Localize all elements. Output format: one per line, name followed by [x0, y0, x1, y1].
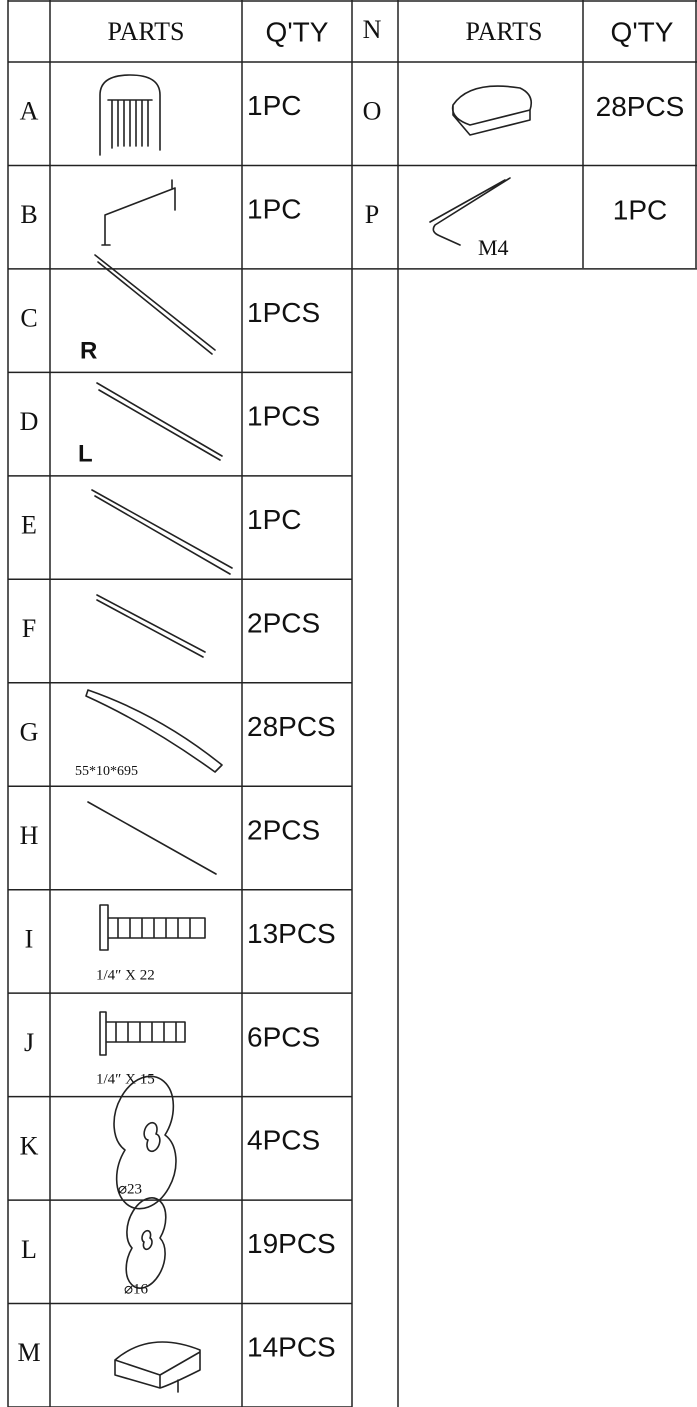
header-text: PARTS [108, 17, 185, 46]
part-note: 1/4″ X 22 [96, 967, 155, 983]
part-qty: 2PCS [247, 814, 320, 845]
part-note: M4 [478, 235, 509, 260]
part-icon [429, 177, 511, 246]
part-letter: D [20, 407, 39, 436]
part-qty: 1PCS [247, 401, 320, 432]
part-icon [85, 689, 223, 773]
part-letter: C [20, 304, 37, 333]
part-letter: G [20, 717, 39, 746]
part-letter: K [20, 1131, 39, 1160]
header-text: Q'TY [266, 16, 329, 47]
part-letter: A [20, 97, 39, 126]
part-icon [94, 254, 216, 355]
part-qty: 6PCS [247, 1021, 320, 1052]
part-qty: 19PCS [247, 1228, 336, 1259]
part-letter: O [363, 97, 382, 126]
part-icon [87, 801, 217, 875]
part-note: L [78, 440, 93, 467]
part-note: 1/4″ X 15 [96, 1071, 155, 1087]
part-qty: 2PCS [247, 607, 320, 638]
part-letter: I [25, 924, 34, 953]
part-icon [101, 179, 176, 246]
part-letter: E [21, 511, 37, 540]
part-qty: 1PCS [247, 297, 320, 328]
part-icon [114, 1341, 201, 1393]
part-icon [125, 1197, 167, 1289]
part-note: ⌀16 [124, 1281, 149, 1297]
part-letter: M [17, 1338, 40, 1367]
part-qty: 1PC [247, 90, 301, 121]
part-letter: J [24, 1028, 34, 1057]
part-letter: P [365, 200, 379, 229]
header-text: N [363, 15, 382, 44]
part-qty: 1PC [247, 194, 301, 225]
part-letter: B [20, 200, 37, 229]
part-note: ⌀23 [118, 1181, 142, 1197]
part-letter: H [20, 821, 39, 850]
header-text: PARTS [466, 17, 543, 46]
part-icon [99, 904, 206, 951]
part-letter: F [22, 614, 36, 643]
part-icon [99, 74, 161, 156]
part-qty: 1PC [613, 195, 667, 226]
part-qty: 13PCS [247, 918, 336, 949]
part-qty: 14PCS [247, 1332, 336, 1363]
part-qty: 28PCS [596, 91, 685, 122]
part-icon [113, 1075, 177, 1210]
part-note: 55*10*695 [75, 764, 138, 779]
part-qty: 1PC [247, 504, 301, 535]
part-qty: 4PCS [247, 1125, 320, 1156]
part-icon [96, 594, 206, 658]
header-text: Q'TY [611, 16, 674, 47]
part-icon [96, 382, 223, 461]
part-icon [91, 489, 233, 575]
part-icon [451, 85, 533, 136]
part-note: R [80, 337, 97, 364]
part-qty: 28PCS [247, 711, 336, 742]
part-letter: L [21, 1235, 37, 1264]
part-icon [99, 1011, 186, 1056]
